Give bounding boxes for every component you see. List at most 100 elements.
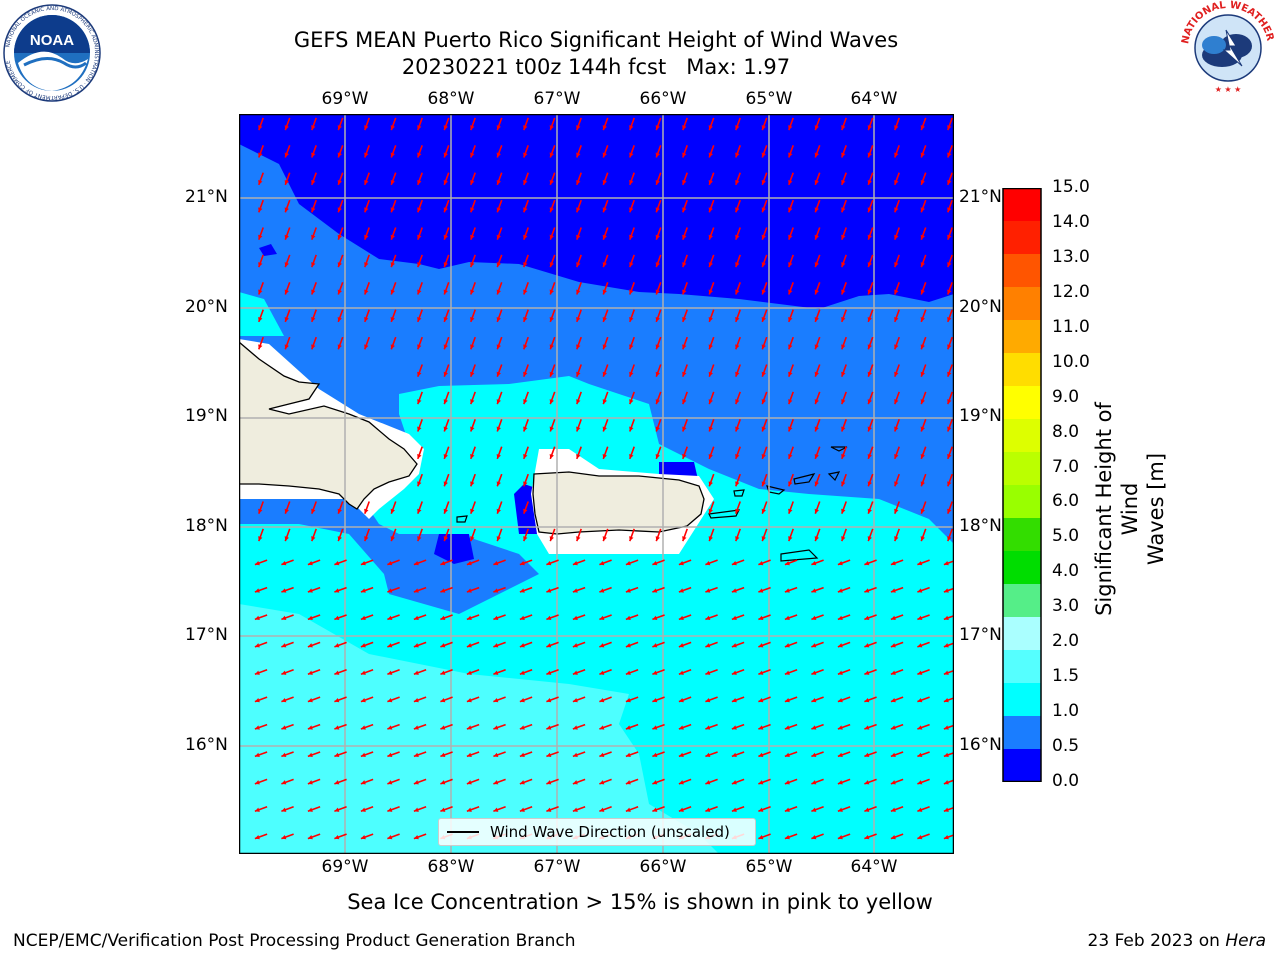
wave-direction-arrowhead <box>735 125 740 131</box>
wave-direction-arrowhead <box>523 234 528 240</box>
wave-direction-arrowhead <box>761 371 766 377</box>
lon-label-bottom: 64°W <box>850 857 898 877</box>
wave-direction-arrowhead <box>466 780 472 785</box>
wave-direction-arrowhead <box>625 752 631 758</box>
wave-direction-arrowhead <box>655 371 660 377</box>
wave-direction-arrowhead <box>917 588 923 593</box>
wave-direction-arrowhead <box>549 179 554 185</box>
wave-direction-arrowhead <box>413 834 419 840</box>
wave-direction-arrowhead <box>917 725 923 730</box>
wave-direction-arrowhead <box>943 780 949 785</box>
wave-direction-arrowhead <box>947 536 952 542</box>
wave-direction-arrowhead <box>708 316 713 322</box>
wave-direction-arrowhead <box>920 371 925 377</box>
wave-direction-arrowhead <box>599 697 605 703</box>
lat-label-left: 19°N <box>185 406 228 426</box>
wave-direction-arrowhead <box>625 697 631 703</box>
wave-direction-arrowhead <box>496 234 501 240</box>
wave-direction-arrowhead <box>599 670 605 675</box>
wave-direction-arrowhead <box>387 560 393 566</box>
wave-direction-arrowhead <box>867 234 872 240</box>
wave-direction-arrowhead <box>360 807 366 812</box>
wave-direction-arrowhead <box>470 125 475 131</box>
wave-direction-arrowhead <box>602 399 607 405</box>
wave-direction-arrowhead <box>496 125 501 131</box>
wave-direction-arrowhead <box>284 262 289 268</box>
wave-direction-arrowhead <box>682 399 687 405</box>
wave-direction-arrowhead <box>890 588 896 593</box>
wave-direction-arrowhead <box>708 371 713 377</box>
wave-direction-arrowhead <box>602 207 607 213</box>
wave-direction-arrowhead <box>705 780 711 785</box>
lon-label-top: 65°W <box>745 89 793 109</box>
wave-direction-arrowhead <box>602 344 607 350</box>
colorbar-swatch <box>1003 716 1041 750</box>
wave-direction-arrowhead <box>841 234 846 240</box>
wave-direction-arrowhead <box>546 643 552 648</box>
wave-direction-arrowhead <box>337 262 342 268</box>
wave-direction-arrowhead <box>890 615 896 621</box>
wave-direction-arrowhead <box>417 207 422 213</box>
wave-direction-arrowhead <box>629 371 634 377</box>
wave-direction-arrowhead <box>576 289 581 295</box>
wave-direction-arrowhead <box>387 697 393 703</box>
wave-direction-arrowhead <box>258 234 263 240</box>
wave-direction-arrowhead <box>417 179 422 185</box>
wave-direction-arrowhead <box>811 780 817 785</box>
wave-direction-arrowhead <box>470 453 475 459</box>
wave-direction-arrowhead <box>761 399 766 405</box>
wave-direction-arrowhead <box>682 262 687 268</box>
lat-label-right: 18°N <box>959 516 1002 536</box>
wave-direction-arrowhead <box>652 615 658 621</box>
wave-direction-arrowhead <box>837 588 843 593</box>
wave-direction-arrowhead <box>920 289 925 295</box>
wave-direction-arrowhead <box>417 399 422 405</box>
wave-direction-arrowhead <box>625 670 631 675</box>
wave-direction-arrowhead <box>364 344 369 350</box>
wave-direction-arrowhead <box>920 426 925 432</box>
wave-direction-arrowhead <box>549 536 554 542</box>
wave-direction-arrowhead <box>705 643 711 648</box>
wave-direction-arrowhead <box>364 234 369 240</box>
wave-direction-arrowhead <box>761 426 766 432</box>
wave-direction-arrowhead <box>841 262 846 268</box>
wave-direction-arrowhead <box>284 344 289 350</box>
wave-direction-arrowhead <box>311 536 316 542</box>
wave-direction-arrowhead <box>258 207 263 213</box>
wave-direction-arrowhead <box>811 643 817 648</box>
wave-direction-arrowhead <box>947 344 952 350</box>
wave-direction-arrowhead <box>307 588 313 593</box>
wave-direction-arrowhead <box>894 481 899 487</box>
wave-direction-arrowhead <box>546 588 552 593</box>
wave-direction-arrowhead <box>678 697 684 703</box>
wave-direction-arrowhead <box>493 697 499 703</box>
lat-label-right: 17°N <box>959 625 1002 645</box>
wave-direction-arrowhead <box>599 807 605 812</box>
wave-direction-arrowhead <box>814 344 819 350</box>
wave-direction-arrowhead <box>814 508 819 514</box>
lon-label-top: 68°W <box>427 89 475 109</box>
wave-direction-arrowhead <box>625 560 631 566</box>
wave-direction-arrowhead <box>576 125 581 131</box>
wave-direction-arrowhead <box>258 262 263 268</box>
wave-direction-arrowhead <box>920 262 925 268</box>
wave-direction-arrowhead <box>417 262 422 268</box>
wave-direction-arrowhead <box>947 453 952 459</box>
colorbar-tick-label: 1.0 <box>1052 701 1080 722</box>
wave-direction-arrowhead <box>602 262 607 268</box>
wave-direction-arrowhead <box>546 752 552 758</box>
wave-direction-arrowhead <box>917 670 923 675</box>
wave-direction-arrowhead <box>281 588 287 593</box>
wave-direction-arrowhead <box>519 807 525 812</box>
colorbar-swatch <box>1003 221 1041 255</box>
wave-direction-arrowhead <box>917 752 923 758</box>
lon-label-top: 69°W <box>321 89 369 109</box>
colorbar-tick-label: 3.0 <box>1052 596 1080 617</box>
wave-direction-arrowhead <box>655 344 660 350</box>
wave-direction-arrowhead <box>920 508 925 514</box>
wave-direction-arrowhead <box>682 125 687 131</box>
wave-direction-arrowhead <box>652 780 658 785</box>
wave-direction-arrowhead <box>599 780 605 785</box>
wave-direction-arrowhead <box>364 125 369 131</box>
wave-direction-arrowhead <box>443 234 448 240</box>
